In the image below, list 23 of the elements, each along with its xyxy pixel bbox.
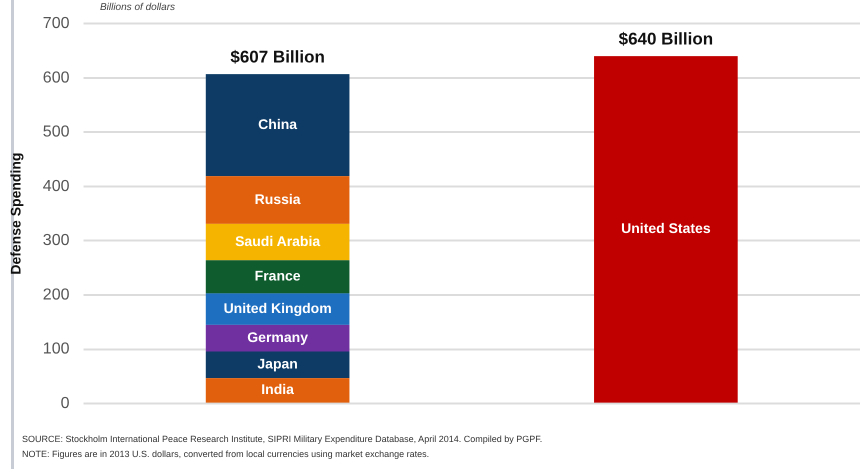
y-axis-title: Defense Spending xyxy=(7,152,24,275)
total-label: $607 Billion xyxy=(230,47,325,66)
total-label: $640 Billion xyxy=(618,29,714,48)
series-label: China xyxy=(258,116,298,132)
series-label: Saudi Arabia xyxy=(235,232,320,249)
y-tick-label: 100 xyxy=(42,340,70,358)
source-note: SOURCE: Stockholm International Peace Research Institute, SIPRI Military Expenditure Database, April 2014. Compiled by PGPF. xyxy=(22,433,542,446)
y-tick-label: 500 xyxy=(42,124,70,141)
series-label: France xyxy=(254,268,301,284)
y-tick-label: 300 xyxy=(42,232,70,250)
series-label: Japan xyxy=(257,356,298,372)
text: NOTE: Figures are in 2013 U.S. dollars, converted from local currencies using market exchange rates. xyxy=(22,448,430,461)
y-tick-label: 600 xyxy=(42,69,70,86)
chart-subtitle: Billions of dollars xyxy=(100,2,176,13)
series-label: United Kingdom xyxy=(224,300,332,316)
series-label: Germany xyxy=(247,329,308,346)
series-label: India xyxy=(261,381,294,398)
series-label: Russia xyxy=(254,190,301,207)
y-tick-label: 0 xyxy=(60,395,70,412)
series-label: United States xyxy=(621,220,711,236)
y-tick-label: 400 xyxy=(42,178,70,195)
y-tick-label: 200 xyxy=(42,286,70,304)
y-tick-label: 700 xyxy=(42,15,70,32)
